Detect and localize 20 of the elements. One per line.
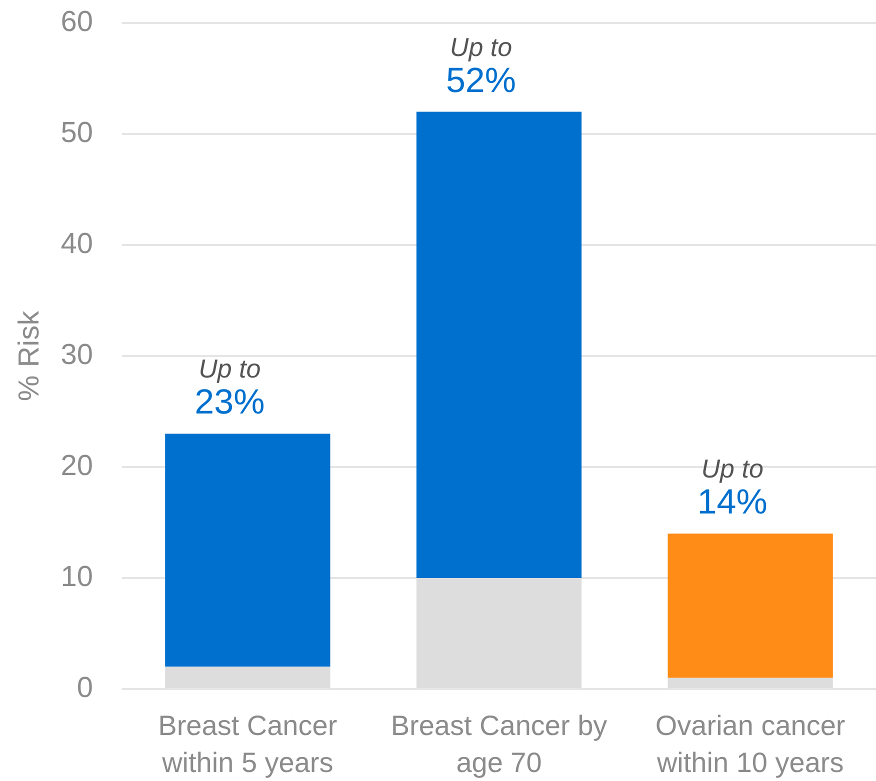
x-tick-label: Breast Cancer by age 70 — [390, 710, 608, 778]
y-axis-title: % Risk — [13, 310, 46, 402]
bar — [668, 534, 833, 678]
y-tick-label: 10 — [60, 561, 93, 593]
y-tick-label: 40 — [60, 228, 93, 260]
bar — [165, 434, 330, 667]
x-tick-label: Ovarian cancer within 10 years — [655, 710, 846, 778]
bar — [416, 112, 582, 578]
total-label: 23% — [194, 382, 265, 422]
annotation: Up to — [450, 32, 512, 62]
annotation: Up to — [701, 454, 764, 484]
y-tick-label: 20 — [60, 450, 93, 482]
y-tick-label: 60 — [60, 6, 93, 38]
x-tick-label: Breast Cancer within 5 years — [158, 710, 338, 778]
total-label: 14% — [697, 482, 768, 522]
total-label: 52% — [446, 60, 516, 100]
y-tick-label: 50 — [60, 117, 93, 149]
y-tick-label: 0 — [76, 672, 93, 704]
y-tick-label: 30 — [60, 339, 93, 371]
annotation: Up to — [198, 354, 261, 384]
